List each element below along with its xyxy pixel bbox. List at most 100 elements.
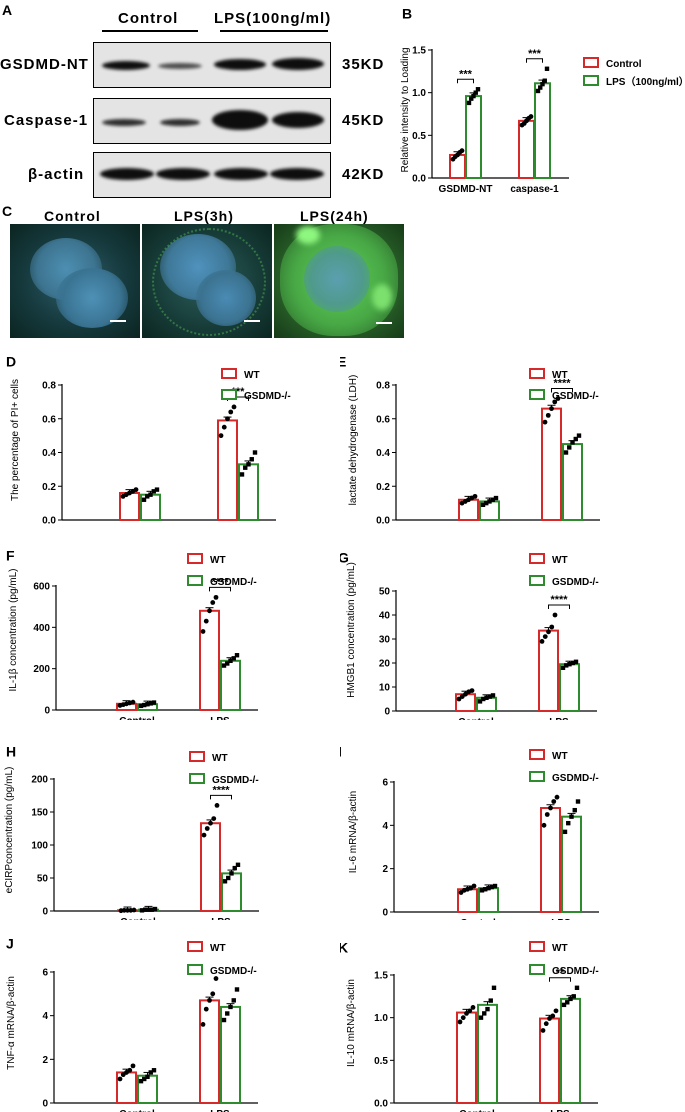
blot-strip-actin (93, 152, 331, 198)
legend-swatch (189, 773, 205, 784)
data-point (546, 629, 551, 635)
legend-label: GSDMD-/- (552, 391, 599, 402)
data-point (143, 907, 148, 912)
data-point (203, 1006, 209, 1012)
x-tick-label: Control (458, 717, 494, 720)
chart-panel-g: G 0 10 20 30 40 50 HMGB1 concentration (pg/mL) C… (340, 549, 599, 720)
data-point (545, 412, 551, 418)
data-point (130, 1063, 136, 1069)
data-point (554, 794, 560, 800)
y-tick-label: 10 (379, 683, 391, 694)
chart-panel-h: H 0 50 100 150 200 eCIRPconcentration (pg/mL) C… (4, 743, 259, 920)
legend-label: GSDMD-/- (210, 577, 257, 588)
data-point (226, 875, 231, 881)
data-point (466, 100, 472, 106)
y-axis-label: lactate dehydrogenase (LDH) (348, 375, 359, 506)
significance-bracket (210, 794, 232, 800)
panel-letter: J (6, 935, 14, 951)
data-point (145, 1074, 150, 1079)
data-point (569, 814, 574, 819)
bar (199, 999, 220, 1104)
y-tick-label: 0.6 (376, 414, 390, 425)
y-tick-label: 1.0 (374, 1013, 388, 1024)
y-tick-label: 2 (42, 1055, 48, 1066)
data-point (460, 1015, 466, 1021)
legend-label: WT (244, 370, 260, 381)
data-point (576, 433, 582, 438)
x-tick-label: LPS (211, 917, 231, 920)
significance-bracket (526, 58, 543, 63)
data-point (489, 884, 494, 890)
micrograph-title: LPS(3h) (174, 208, 234, 224)
legend-swatch (529, 964, 545, 975)
data-point (490, 693, 496, 698)
data-point (146, 907, 151, 912)
data-point (469, 688, 475, 693)
legend-label: GSDMD-/- (212, 775, 259, 786)
data-point (547, 1016, 552, 1021)
data-point (211, 816, 217, 821)
legend-label: WT (552, 370, 568, 381)
bar (541, 407, 562, 521)
y-axis-label: IL-10 mRNA/β-actin (346, 979, 357, 1067)
x-tick-label: LPS (551, 918, 571, 920)
y-tick-label: 0.2 (42, 482, 56, 493)
data-point (571, 994, 576, 999)
data-point (228, 1004, 233, 1010)
data-point (221, 1017, 227, 1023)
data-point (549, 406, 554, 412)
micrograph-lps-3h (142, 224, 272, 338)
legend-label: WT (552, 555, 568, 566)
blot-group-lps: LPS(100ng/ml) (214, 10, 332, 27)
data-point (477, 699, 483, 704)
data-point (487, 694, 492, 699)
data-point (210, 991, 216, 997)
panel-letter: D (6, 353, 16, 369)
data-point (127, 1067, 133, 1073)
data-point (575, 799, 581, 804)
panel-letter: I (340, 743, 342, 759)
data-point (562, 829, 568, 835)
data-point (572, 807, 577, 813)
significance-label: **** (212, 784, 230, 796)
data-point (483, 887, 488, 892)
x-tick-label: GSDMD-NT (439, 184, 493, 195)
data-point (246, 462, 251, 467)
y-tick-label: 200 (33, 664, 50, 675)
data-point (221, 424, 227, 430)
data-point (148, 492, 153, 497)
y-tick-label: 0.4 (376, 448, 390, 459)
data-point (151, 700, 157, 705)
y-tick-label: 4 (382, 821, 388, 832)
data-point (232, 865, 237, 871)
legend-swatch (187, 575, 203, 586)
legend-swatch (221, 389, 237, 400)
panel-letter: E (340, 353, 346, 369)
data-point (573, 436, 578, 442)
data-point (207, 997, 212, 1003)
data-point (481, 696, 486, 702)
data-point (471, 883, 477, 889)
y-tick-label: 400 (33, 623, 50, 634)
x-tick-label: LPS (550, 1109, 570, 1112)
data-point (243, 465, 248, 470)
bar (534, 82, 551, 179)
data-point (228, 658, 233, 664)
blot-band (102, 61, 150, 70)
data-point (149, 907, 154, 912)
data-point (231, 998, 236, 1003)
data-point (467, 1008, 473, 1014)
y-tick-label: 1.5 (412, 46, 426, 57)
data-point (201, 832, 207, 838)
legend-swatch (529, 941, 545, 952)
data-point (493, 495, 499, 501)
data-point (470, 1005, 476, 1010)
blot-band (160, 119, 200, 126)
bar (477, 1003, 498, 1104)
significance-label: *** (528, 48, 542, 60)
data-point (491, 985, 497, 990)
data-point (563, 450, 569, 455)
data-point (210, 600, 216, 605)
panel-letter-a: A (2, 2, 13, 18)
data-point (471, 93, 476, 99)
